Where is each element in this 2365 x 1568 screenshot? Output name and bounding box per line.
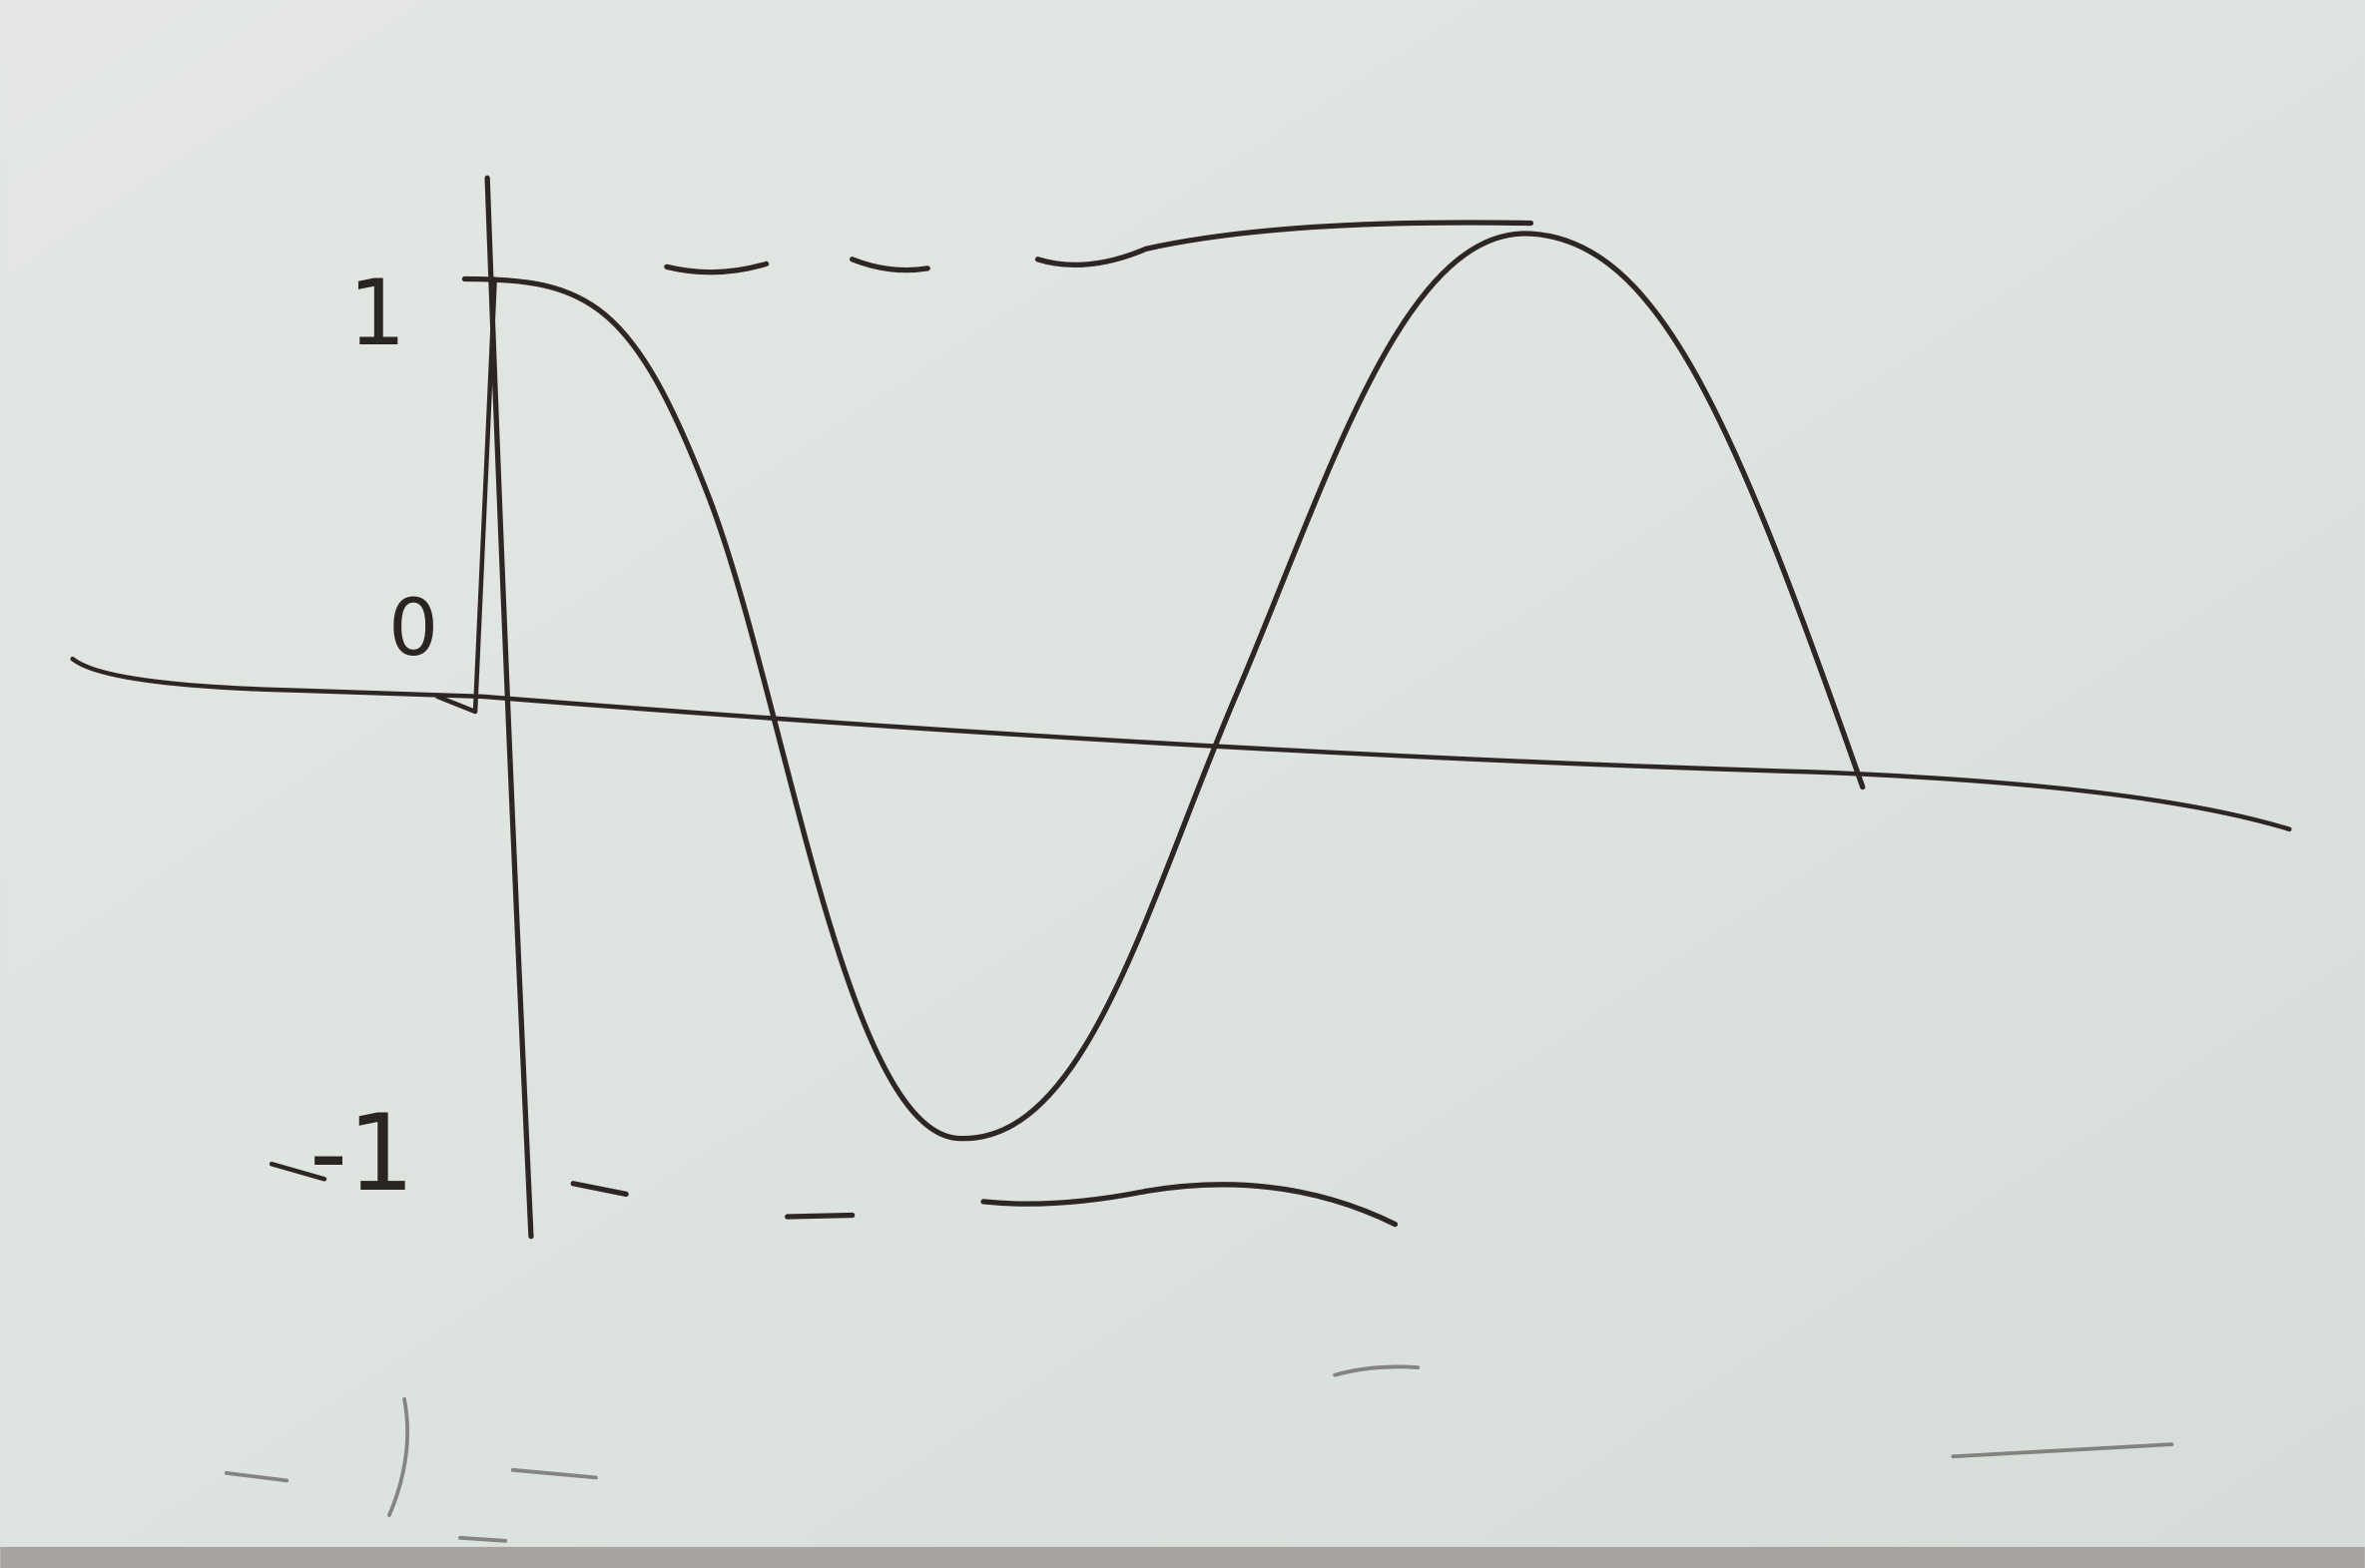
faint-marks xyxy=(224,1364,2174,1543)
wave-curve xyxy=(461,231,1866,1142)
label-origin: 0 xyxy=(388,582,438,674)
curve-start xyxy=(435,276,497,715)
top-dashed-line xyxy=(664,220,1534,275)
minus-stroke xyxy=(269,1161,327,1182)
label-top: 1 xyxy=(348,261,406,366)
label-bottom: -1 xyxy=(309,1092,414,1215)
board-edge xyxy=(0,1546,2365,1568)
bottom-dashed-line xyxy=(570,1181,1399,1228)
x-axis xyxy=(70,656,2292,832)
